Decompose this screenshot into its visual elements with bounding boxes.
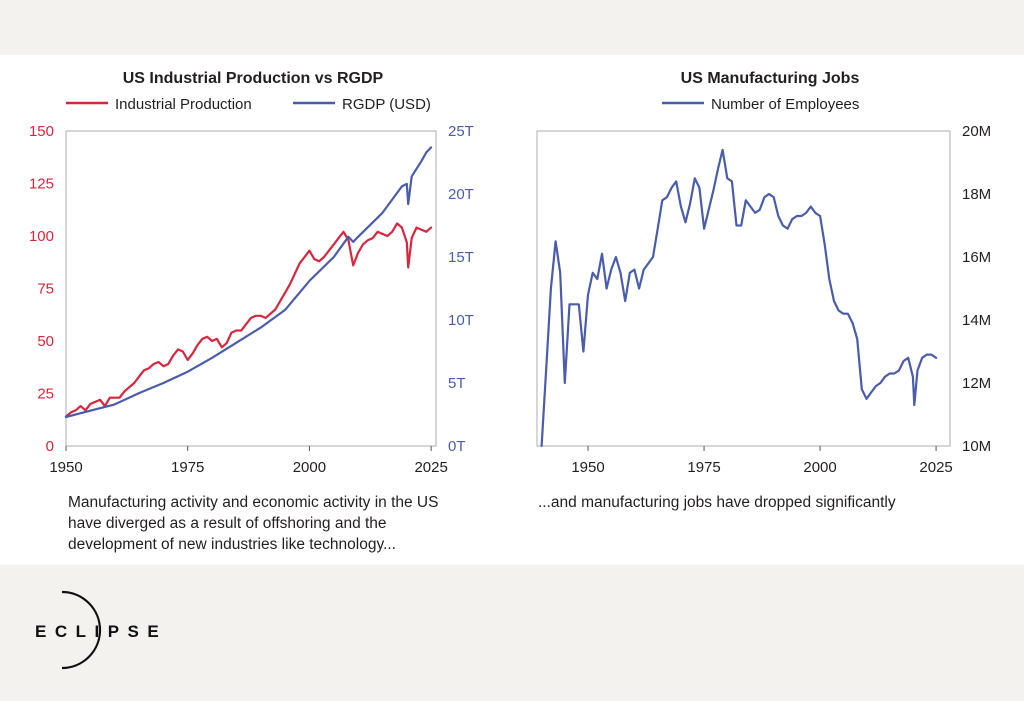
chart1-y-right-tick-label: 10T — [448, 312, 474, 329]
chart1-x-tick-label: 1950 — [49, 459, 82, 476]
chart1-y-left-tick-label: 100 — [29, 228, 54, 245]
chart1-y-right-tick-label: 20T — [448, 186, 474, 203]
chart1-y-right-tick-label: 15T — [448, 249, 474, 266]
chart1-caption: Manufacturing activity and economic acti… — [68, 494, 439, 553]
chart2-plot-frame — [536, 130, 951, 447]
chart1-x-tick-label: 2000 — [293, 459, 326, 476]
chart1-y-left-tick-label: 125 — [29, 176, 54, 193]
chart1-series-line-rgdp-usd — [64, 146, 433, 419]
chart1-y-left-tick-label: 0 — [46, 438, 54, 455]
chart2-series-line-number-of-employees — [540, 148, 938, 448]
chart2-x-tick-label: 2025 — [919, 459, 952, 476]
chart1-legend-ip-label: Industrial Production — [115, 96, 252, 113]
chart2-x-tick-label: 1950 — [571, 459, 604, 476]
chart1-title: US Industrial Production vs RGDP — [123, 70, 384, 87]
eclipse-logo-text: ECLIPSE — [35, 622, 168, 641]
chart1-y-right-tick-label: 0T — [448, 438, 466, 455]
content-panel: US Industrial Production vs RGDP Industr… — [0, 55, 1024, 565]
chart1-plot-frame — [65, 130, 437, 447]
chart1-y-left-tick-label: 50 — [37, 333, 54, 350]
chart2-caption: ...and manufacturing jobs have dropped s… — [538, 494, 896, 511]
chart2-legend-employees-label: Number of Employees — [711, 96, 859, 113]
chart2-x-tick-label: 2000 — [803, 459, 836, 476]
chart1-y-left-tick-label: 75 — [37, 281, 54, 298]
chart2-y-right-tick-label: 20M — [962, 123, 991, 140]
chart2-y-right-tick-label: 16M — [962, 249, 991, 266]
charts-svg: US Industrial Production vs RGDP Industr… — [29, 70, 991, 476]
chart1-y-right-tick-label: 5T — [448, 375, 466, 392]
chart2-y-right-tick-label: 14M — [962, 312, 991, 329]
chart2-title: US Manufacturing Jobs — [681, 70, 860, 87]
chart1-series-line-industrial-production — [64, 222, 433, 418]
eclipse-logo-mark — [61, 590, 102, 670]
chart2-y-right-tick-label: 10M — [962, 438, 991, 455]
chart1-x-tick-label: 1975 — [171, 459, 204, 476]
chart2-x-tick-label: 1975 — [687, 459, 720, 476]
chart2-y-right-tick-label: 18M — [962, 186, 991, 203]
chart1-y-left-tick-label: 150 — [29, 123, 54, 140]
chart1-y-right-tick-label: 25T — [448, 123, 474, 140]
chart1-x-tick-label: 2025 — [414, 459, 447, 476]
chart2-y-right-tick-label: 12M — [962, 375, 991, 392]
chart1-y-left-tick-label: 25 — [37, 386, 54, 403]
chart1-legend-rgdp-label: RGDP (USD) — [342, 96, 431, 113]
eclipse-arc-icon — [61, 590, 102, 670]
